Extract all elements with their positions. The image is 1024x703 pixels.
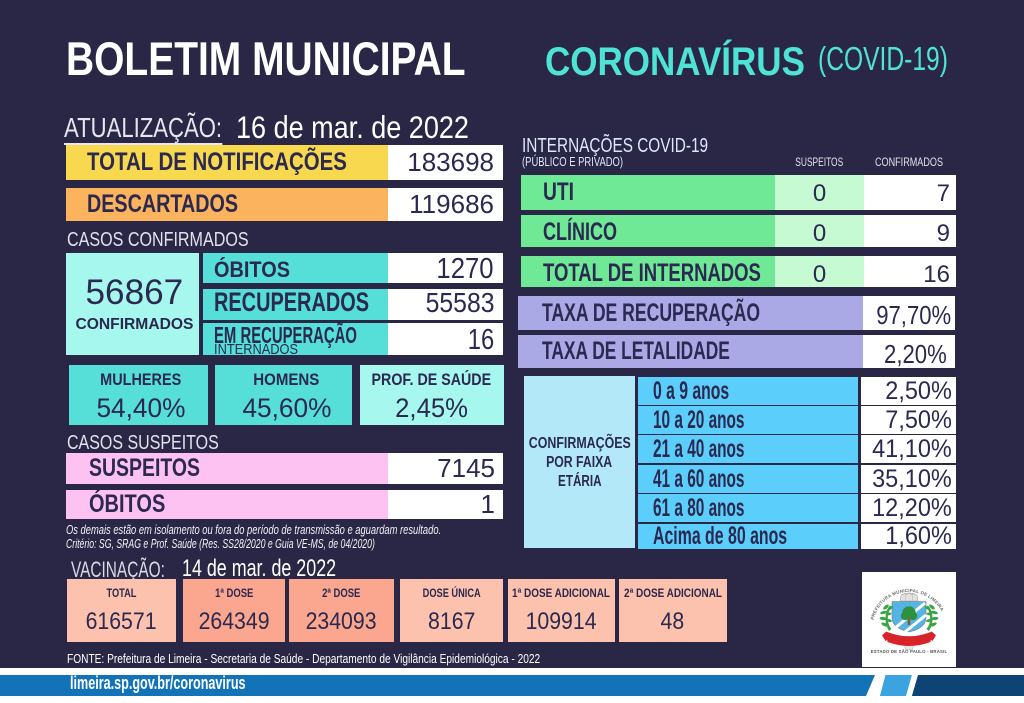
svg-text:ESTADO DE SÃO PAULO - BRASIL: ESTADO DE SÃO PAULO - BRASIL (871, 649, 948, 654)
